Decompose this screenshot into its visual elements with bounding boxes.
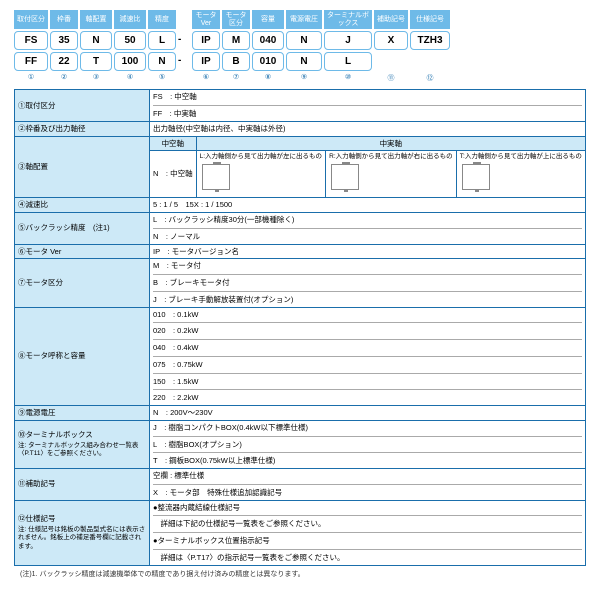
row-value: L : バックラッシ精度30分(一部機種除く) [153, 215, 582, 225]
row-value: X : モータ部 特殊仕様追加認識記号 [153, 488, 582, 498]
row-label: ⑥モータ Ver [18, 247, 146, 257]
row-value: 220 : 2.2kW [153, 393, 582, 403]
row-label: ⑩ターミナルボックス [18, 430, 146, 440]
code-cell: FF [14, 52, 48, 71]
axis-diagram [202, 164, 230, 190]
code-cell: 100 [114, 52, 146, 71]
code-cell: B [222, 52, 250, 71]
row-value: M : モータ付 [153, 261, 582, 271]
code-cell: 010 [252, 52, 284, 71]
row-label: ⑨電源電圧 [18, 408, 146, 418]
row-value: N : ノーマル [153, 232, 582, 242]
col-header: 取付区分 [14, 10, 48, 29]
code-cell: 22 [50, 52, 78, 71]
row-value: 020 : 0.2kW [153, 326, 582, 336]
col-header: 精度 [148, 10, 176, 29]
row-label: ③軸配置 [15, 136, 150, 198]
row-value: 空欄 : 標準仕様 [153, 471, 582, 481]
code-cell: M [222, 31, 250, 50]
axis-desc: T:入力軸側から見て出力軸が上に出るもの [460, 153, 582, 161]
code-cell: 040 [252, 31, 284, 50]
code-cell: N [286, 52, 322, 71]
code-cell: 35 [50, 31, 78, 50]
axis-diagram [462, 164, 490, 190]
row-value: 出力軸径(中空軸は内径、中実軸は外径) [153, 124, 582, 134]
col-header: 減速比 [114, 10, 146, 29]
row-label: ⑦モータ区分 [18, 278, 146, 288]
row-value: 詳細は〈P.T17〉の指示記号一覧表をご参照ください。 [153, 553, 582, 563]
row-label: ⑫仕様記号 [18, 514, 146, 524]
row-value: 075 : 0.75kW [153, 360, 582, 370]
row-value: 010 : 0.1kW [153, 310, 582, 320]
col-header: 補助記号 [374, 10, 408, 29]
row-value: T : 鋼板BOX(0.75kW以上標準仕様) [153, 456, 582, 466]
row-label: ④減速比 [18, 200, 146, 210]
row-value: 5 : 1 / 5 15X : 1 / 1500 [153, 200, 582, 210]
code-cell: 50 [114, 31, 146, 50]
code-cell: TZH3 [410, 31, 450, 50]
axis-desc: R:入力軸側から見て出力軸が右に出るもの [329, 153, 453, 161]
row-value: 040 : 0.4kW [153, 343, 582, 353]
spec-table: ①取付区分 FS : 中空軸 FF : 中実軸 ②枠番及び出力軸径出力軸径(中空軸は内… [14, 89, 586, 565]
code-cell: N [148, 52, 176, 71]
row-value: FS : 中空軸 [153, 92, 582, 102]
row-label: ①取付区分 [18, 101, 146, 111]
code-cell: IP [192, 52, 220, 71]
footnote: (注)1. バックラッシ精度は減速機単体での精度であり据え付け済みの精度とは異な… [20, 569, 586, 579]
row-value: IP : モータバージョン名 [153, 247, 582, 257]
col-header: モータVer [192, 10, 220, 29]
col-header: 容量 [252, 10, 284, 29]
code-cell: N [286, 31, 322, 50]
row-value: L : 樹脂BOX(オプション) [153, 440, 582, 450]
col-header: 枠番 [50, 10, 78, 29]
row-label: ②枠番及び出力軸径 [18, 124, 146, 134]
code-cell: N [80, 31, 112, 50]
row-value: ●整流器内蔵結線仕様記号 [153, 503, 582, 513]
row-value: 150 : 1.5kW [153, 377, 582, 387]
code-cell: L [148, 31, 176, 50]
col-header: ターミナルボックス [324, 10, 372, 29]
row-value: N : 200V〜230V [153, 408, 582, 418]
row-value: 詳細は下記の仕様記号一覧表をご参照ください。 [153, 519, 582, 529]
code-cell: X [374, 31, 408, 50]
row-value: B : ブレーキモータ付 [153, 278, 582, 288]
code-cell: J [324, 31, 372, 50]
col-header: 仕様記号 [410, 10, 450, 29]
row-label: ⑤バックラッシ精度 (注1) [18, 223, 146, 233]
code-cell: L [324, 52, 372, 71]
row-value: FF : 中実軸 [153, 109, 582, 119]
axis-desc: L:入力軸側から見て出力軸が左に出るもの [200, 153, 323, 161]
col-header: モータ区分 [222, 10, 250, 29]
row-value: J : ブレーキ手動解放装置付(オプション) [153, 295, 582, 305]
code-cell: IP [192, 31, 220, 50]
row-value: J : 樹脂コンパクトBOX(0.4kW以下標準仕様) [153, 423, 582, 433]
axis-hollow: N : 中空軸 [150, 151, 197, 198]
col-header: 軸配置 [80, 10, 112, 29]
row-label: ⑧モータ呼称と容量 [18, 351, 146, 361]
code-cell: T [80, 52, 112, 71]
row-label: ⑪補助記号 [18, 479, 146, 489]
axis-diagram [331, 164, 359, 190]
col-header: 電源電圧 [286, 10, 322, 29]
code-cell: FS [14, 31, 48, 50]
row-value: ●ターミナルボックス位置指示記号 [153, 536, 582, 546]
